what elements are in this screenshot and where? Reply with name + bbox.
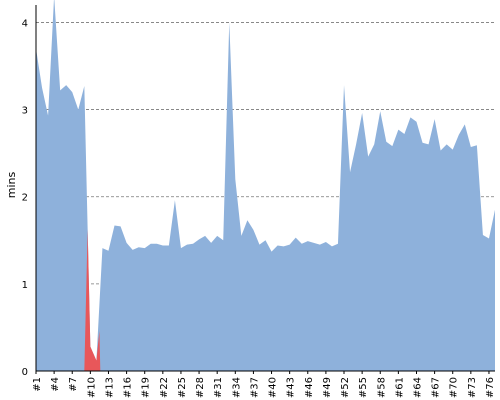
x-tick-label: #52 [340, 377, 351, 398]
x-tick-label: #1 [32, 377, 43, 392]
x-tick-label: #73 [467, 377, 478, 398]
y-tick-labels: 0 1 2 3 4 [22, 18, 28, 378]
y-tick-label: 3 [22, 106, 28, 117]
x-tick-label: #67 [431, 377, 442, 398]
x-tick-label: #7 [68, 377, 79, 392]
x-tick-label: #16 [123, 377, 134, 398]
x-tick-label: #40 [268, 377, 279, 398]
x-tick-label: #76 [485, 377, 496, 398]
y-tick-label: 2 [22, 193, 28, 204]
x-tick-label: #58 [376, 377, 387, 398]
x-tick-label: #49 [322, 377, 333, 398]
x-tick-label: #64 [413, 377, 424, 398]
x-tick-label: #19 [141, 377, 152, 398]
y-tick-label: 4 [22, 18, 28, 29]
x-tick-label: #4 [50, 377, 61, 392]
x-tick-label: #70 [449, 377, 460, 398]
y-tick-label: 0 [22, 367, 28, 378]
axes [35, 5, 495, 372]
x-tick-label: #10 [86, 377, 97, 398]
x-tick-label: #28 [195, 377, 206, 398]
x-tick-label: #61 [394, 377, 405, 398]
x-tick-label: #22 [159, 377, 170, 398]
x-tick-label: #31 [213, 377, 224, 398]
x-tick-label: #13 [105, 377, 116, 398]
area-fill [36, 0, 495, 371]
x-tick-label: #46 [304, 377, 315, 398]
x-tick-label: #37 [249, 377, 260, 398]
y-tick-label: 1 [22, 280, 28, 291]
x-tick-label: #25 [177, 377, 188, 398]
area-series [36, 0, 495, 371]
x-tick-label: #43 [286, 377, 297, 398]
y-axis-label: mins [5, 171, 18, 198]
x-tick-labels: #1 #4 #7 #10 #13 #16 #19 #22 #25 #28 #31 #34 #37 #40 #… [32, 371, 496, 398]
x-tick-label: #55 [358, 377, 369, 398]
x-tick-label: #34 [231, 377, 242, 398]
area-highlight [84, 229, 101, 371]
